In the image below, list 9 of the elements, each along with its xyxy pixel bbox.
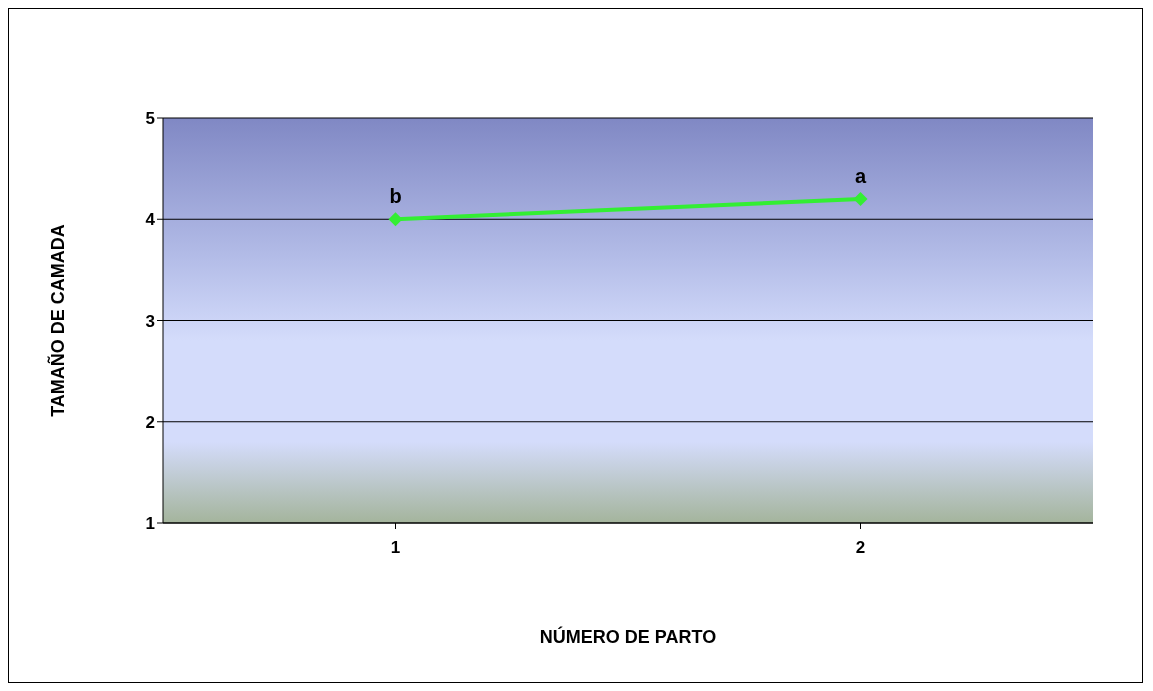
y-tick-label: 1 (145, 514, 155, 534)
x-axis-title: NÚMERO DE PARTO (539, 626, 717, 647)
y-tick-label: 5 (145, 109, 155, 129)
y-tick-label: 3 (145, 311, 155, 331)
y-axis-title: TAMAÑO DE CAMADA (47, 224, 69, 417)
annotation: b (389, 185, 402, 208)
y-tick-label: 4 (145, 210, 156, 230)
annotation: a (854, 165, 867, 187)
y-tick-label: 2 (145, 412, 155, 432)
